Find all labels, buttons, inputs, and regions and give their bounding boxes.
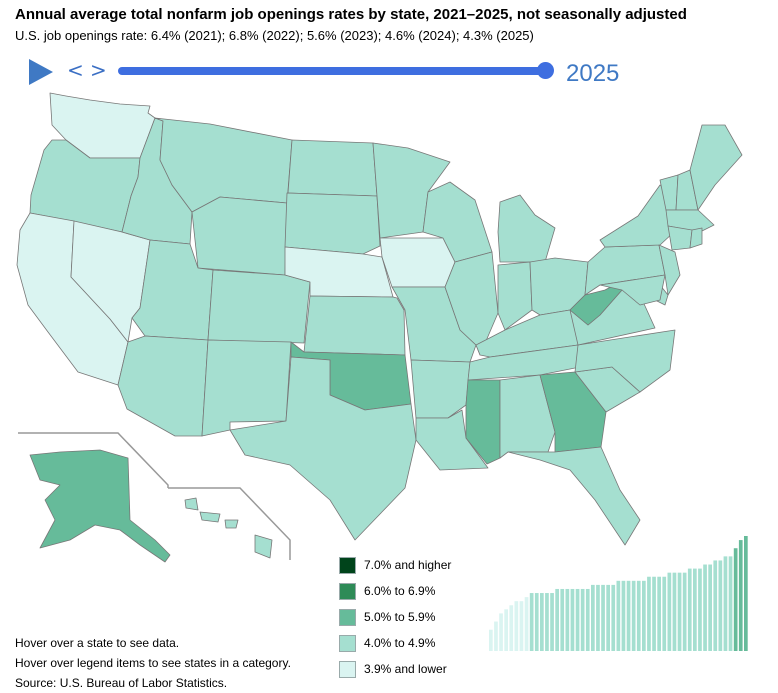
legend-swatch bbox=[339, 583, 356, 600]
state-ct[interactable] bbox=[667, 225, 693, 251]
distribution-bar[interactable] bbox=[514, 601, 519, 651]
distribution-bar[interactable] bbox=[718, 560, 723, 651]
distribution-bar[interactable] bbox=[733, 548, 738, 651]
year-slider-track[interactable] bbox=[118, 67, 546, 75]
distribution-bar[interactable] bbox=[667, 572, 672, 651]
distribution-bar[interactable] bbox=[677, 572, 682, 651]
distribution-bar[interactable] bbox=[672, 572, 677, 651]
distribution-bar[interactable] bbox=[509, 605, 514, 651]
state-nj[interactable] bbox=[658, 244, 681, 296]
legend-label: 7.0% and higher bbox=[364, 558, 452, 572]
state-ks[interactable] bbox=[303, 295, 406, 356]
distribution-bar[interactable] bbox=[601, 584, 605, 651]
state-hi[interactable] bbox=[184, 497, 273, 559]
distribution-bar[interactable] bbox=[534, 593, 539, 651]
state-tx[interactable] bbox=[229, 356, 417, 541]
state-wy[interactable] bbox=[191, 196, 288, 276]
distribution-bar[interactable] bbox=[703, 564, 707, 651]
distribution-bar[interactable] bbox=[647, 576, 651, 651]
distribution-bar[interactable] bbox=[631, 580, 636, 651]
legend-swatch bbox=[339, 635, 356, 652]
legend-label: 4.0% to 4.9% bbox=[364, 636, 436, 650]
distribution-bar[interactable] bbox=[621, 580, 626, 651]
distribution-bar[interactable] bbox=[626, 580, 631, 651]
legend-swatch bbox=[339, 661, 356, 678]
state-ak[interactable] bbox=[29, 449, 171, 563]
distribution-bar[interactable] bbox=[728, 556, 733, 651]
distribution-bar[interactable] bbox=[580, 588, 585, 651]
state-nm[interactable] bbox=[201, 339, 292, 437]
legend-label: 6.0% to 6.9% bbox=[364, 584, 436, 598]
distribution-bar[interactable] bbox=[529, 593, 534, 651]
distribution-bar[interactable] bbox=[687, 568, 692, 651]
state-md[interactable] bbox=[599, 274, 666, 306]
distribution-bar[interactable] bbox=[708, 564, 712, 651]
distribution-bar[interactable] bbox=[499, 613, 503, 651]
distribution-bar[interactable] bbox=[560, 588, 565, 651]
state-nd[interactable] bbox=[287, 139, 378, 197]
distribution-bar[interactable] bbox=[489, 629, 493, 651]
distribution-bar[interactable] bbox=[657, 576, 661, 651]
distribution-bar[interactable] bbox=[519, 601, 524, 651]
state-nc[interactable] bbox=[574, 329, 676, 393]
distribution-bar[interactable] bbox=[738, 540, 743, 651]
legend-swatch bbox=[339, 609, 356, 626]
distribution-bar[interactable] bbox=[575, 588, 580, 651]
distribution-bar[interactable] bbox=[693, 568, 697, 651]
state-sd[interactable] bbox=[284, 192, 381, 255]
state-az[interactable] bbox=[117, 335, 209, 437]
distribution-bar[interactable] bbox=[570, 588, 575, 651]
state-ar[interactable] bbox=[410, 359, 471, 419]
distribution-bar[interactable] bbox=[550, 593, 554, 651]
distribution-bar[interactable] bbox=[540, 593, 544, 651]
state-ma[interactable] bbox=[665, 209, 715, 233]
distribution-bar[interactable] bbox=[652, 576, 656, 651]
distribution-bar[interactable] bbox=[591, 584, 595, 651]
state-mi[interactable] bbox=[497, 194, 556, 263]
play-icon[interactable] bbox=[28, 58, 54, 86]
distribution-bar[interactable] bbox=[524, 597, 529, 651]
distribution-bar[interactable] bbox=[636, 580, 641, 651]
state-fl[interactable] bbox=[507, 446, 641, 546]
hover-state-note: Hover over a state to see data. bbox=[15, 636, 180, 650]
distribution-bar[interactable] bbox=[698, 568, 702, 651]
distribution-bar[interactable] bbox=[611, 584, 616, 651]
state-la[interactable] bbox=[415, 409, 489, 471]
state-in[interactable] bbox=[497, 261, 533, 331]
distribution-bar[interactable] bbox=[682, 572, 687, 651]
state-ia[interactable] bbox=[379, 237, 456, 288]
legend-label: 5.0% to 5.9% bbox=[364, 610, 436, 624]
state-ri[interactable] bbox=[689, 227, 703, 249]
distribution-bar[interactable] bbox=[545, 593, 549, 651]
distribution-bar[interactable] bbox=[744, 536, 748, 651]
distribution-bar[interactable] bbox=[606, 584, 610, 651]
state-me[interactable] bbox=[689, 124, 743, 211]
current-year-label: 2025 bbox=[566, 60, 620, 87]
distribution-bar[interactable] bbox=[723, 556, 728, 651]
distribution-bar[interactable] bbox=[504, 609, 508, 651]
next-year-button[interactable]: > bbox=[90, 58, 107, 82]
chart-title: Annual average total nonfarm job opening… bbox=[15, 6, 687, 23]
distribution-bar[interactable] bbox=[555, 588, 559, 651]
state-wa[interactable] bbox=[49, 92, 156, 159]
distribution-bar[interactable] bbox=[713, 560, 718, 651]
hover-legend-note: Hover over legend items to see states in… bbox=[15, 656, 291, 670]
legend-swatch bbox=[339, 557, 356, 574]
year-slider-handle[interactable] bbox=[537, 62, 554, 79]
distribution-bar[interactable] bbox=[642, 580, 646, 651]
distribution-bar[interactable] bbox=[494, 621, 498, 651]
distribution-bar[interactable] bbox=[662, 576, 667, 651]
legend-label: 3.9% and lower bbox=[364, 662, 447, 676]
state-co[interactable] bbox=[207, 269, 311, 344]
previous-year-button[interactable]: < bbox=[67, 58, 84, 82]
source-note: Source: U.S. Bureau of Labor Statistics. bbox=[15, 676, 228, 690]
distribution-bar[interactable] bbox=[565, 588, 570, 651]
distribution-bar[interactable] bbox=[616, 580, 621, 651]
distribution-bar[interactable] bbox=[585, 588, 590, 651]
chart-subtitle: U.S. job openings rate: 6.4% (2021); 6.8… bbox=[15, 28, 534, 43]
distribution-bar[interactable] bbox=[596, 584, 600, 651]
